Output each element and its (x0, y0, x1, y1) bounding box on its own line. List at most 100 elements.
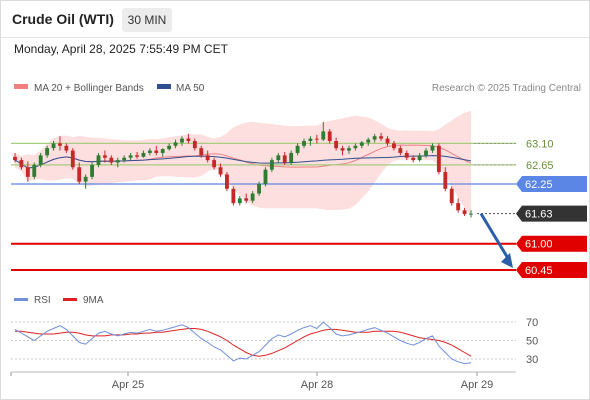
candle (443, 167, 448, 192)
candle-body (38, 155, 43, 165)
candle (282, 151, 287, 165)
candle-body (135, 155, 139, 157)
candle-body (51, 143, 56, 149)
candle (102, 150, 107, 163)
rsi-ma-legend-label: 9MA (83, 295, 104, 306)
candle-body (102, 155, 107, 158)
level-label-60.45: 60.45 (525, 265, 553, 277)
rsi-ma-legend-swatch (63, 298, 77, 301)
candle-body (192, 141, 197, 149)
candle-body (462, 210, 467, 215)
rsi-ma-line (15, 328, 472, 357)
candle-body (321, 131, 326, 140)
candle-body (109, 157, 114, 163)
candle (25, 161, 30, 182)
candle-body (327, 131, 332, 141)
candle (32, 162, 37, 180)
candle-body (231, 188, 236, 204)
level-tag-61.00 (516, 235, 587, 252)
candle-body (90, 164, 94, 177)
candle (276, 152, 281, 163)
ma50-legend-swatch (157, 84, 171, 89)
candle (308, 136, 313, 146)
candle-body (77, 167, 82, 182)
candle (417, 152, 422, 162)
candle (180, 136, 184, 146)
candle (263, 167, 268, 187)
candle (449, 186, 454, 206)
level-tag-61.63 (516, 205, 587, 222)
candle (321, 121, 326, 141)
candle (295, 143, 300, 156)
x-axis: Apr 25 Apr 28 Apr 29 (10, 371, 516, 391)
candle-body (347, 148, 351, 151)
candle-body (424, 150, 428, 156)
candle-body (436, 145, 441, 173)
candle (424, 148, 428, 158)
chart-header: Crude Oil (WTI) 30 MIN (1, 1, 589, 38)
rsi-legend-label: RSI (34, 295, 51, 306)
candle (109, 155, 114, 165)
candle (64, 143, 69, 153)
candle (154, 145, 159, 156)
candle-body (167, 145, 172, 150)
candle (353, 143, 358, 151)
candle (231, 186, 236, 206)
candle (173, 139, 178, 149)
candle (70, 148, 75, 170)
candle-body (398, 148, 403, 153)
candle (225, 172, 229, 192)
candle (160, 148, 165, 157)
timeframe-button[interactable]: 30 MIN (122, 8, 172, 32)
candle (58, 136, 62, 151)
candle-body (257, 184, 261, 194)
candle-body (250, 193, 255, 201)
candle-body (314, 138, 319, 140)
x-tick-label: Apr 28 (301, 379, 333, 391)
candle-body (13, 156, 17, 161)
candle (379, 132, 384, 141)
rsi-tick-label: 30 (526, 354, 538, 366)
candle-body (180, 138, 184, 143)
candle (13, 152, 17, 163)
candle-body (392, 143, 396, 149)
candle-body (122, 157, 127, 161)
candle-body (199, 148, 204, 156)
candle (115, 157, 120, 168)
x-tick-label: Apr 25 (112, 379, 144, 391)
candle (392, 141, 396, 151)
candles (13, 121, 473, 218)
candle (167, 143, 172, 151)
candle-body (141, 152, 146, 157)
candle-body (218, 167, 223, 175)
level-label-63.10: 63.10 (526, 138, 554, 150)
candle (398, 145, 403, 156)
candle (469, 210, 473, 218)
ma20-legend-swatch (14, 84, 28, 89)
rsi-line (14, 321, 472, 365)
candle-body (45, 148, 50, 156)
candle-body (160, 149, 165, 153)
candle-body (263, 169, 268, 184)
timestamp: Monday, April 28, 2025 7:55:49 PM CET (14, 42, 228, 56)
level-label-62.65: 62.65 (526, 160, 554, 172)
level-label-61.00: 61.00 (525, 239, 553, 251)
candle (250, 191, 255, 204)
candle-body (64, 145, 69, 151)
candle (430, 143, 435, 153)
candle-body (308, 138, 313, 141)
candle (269, 157, 274, 173)
candle-body (379, 136, 384, 139)
price-levels: 63.10 62.65 62.25 61.63 61.00 60.45 (11, 138, 587, 278)
candle-body (237, 198, 242, 204)
candle-body (366, 139, 371, 143)
candle-body (147, 150, 152, 153)
candle-body (289, 152, 294, 163)
candle-body (244, 198, 249, 201)
candle-body (83, 176, 88, 182)
candle (38, 152, 43, 168)
candle (244, 193, 249, 204)
candle (347, 145, 351, 154)
candle (436, 143, 441, 175)
